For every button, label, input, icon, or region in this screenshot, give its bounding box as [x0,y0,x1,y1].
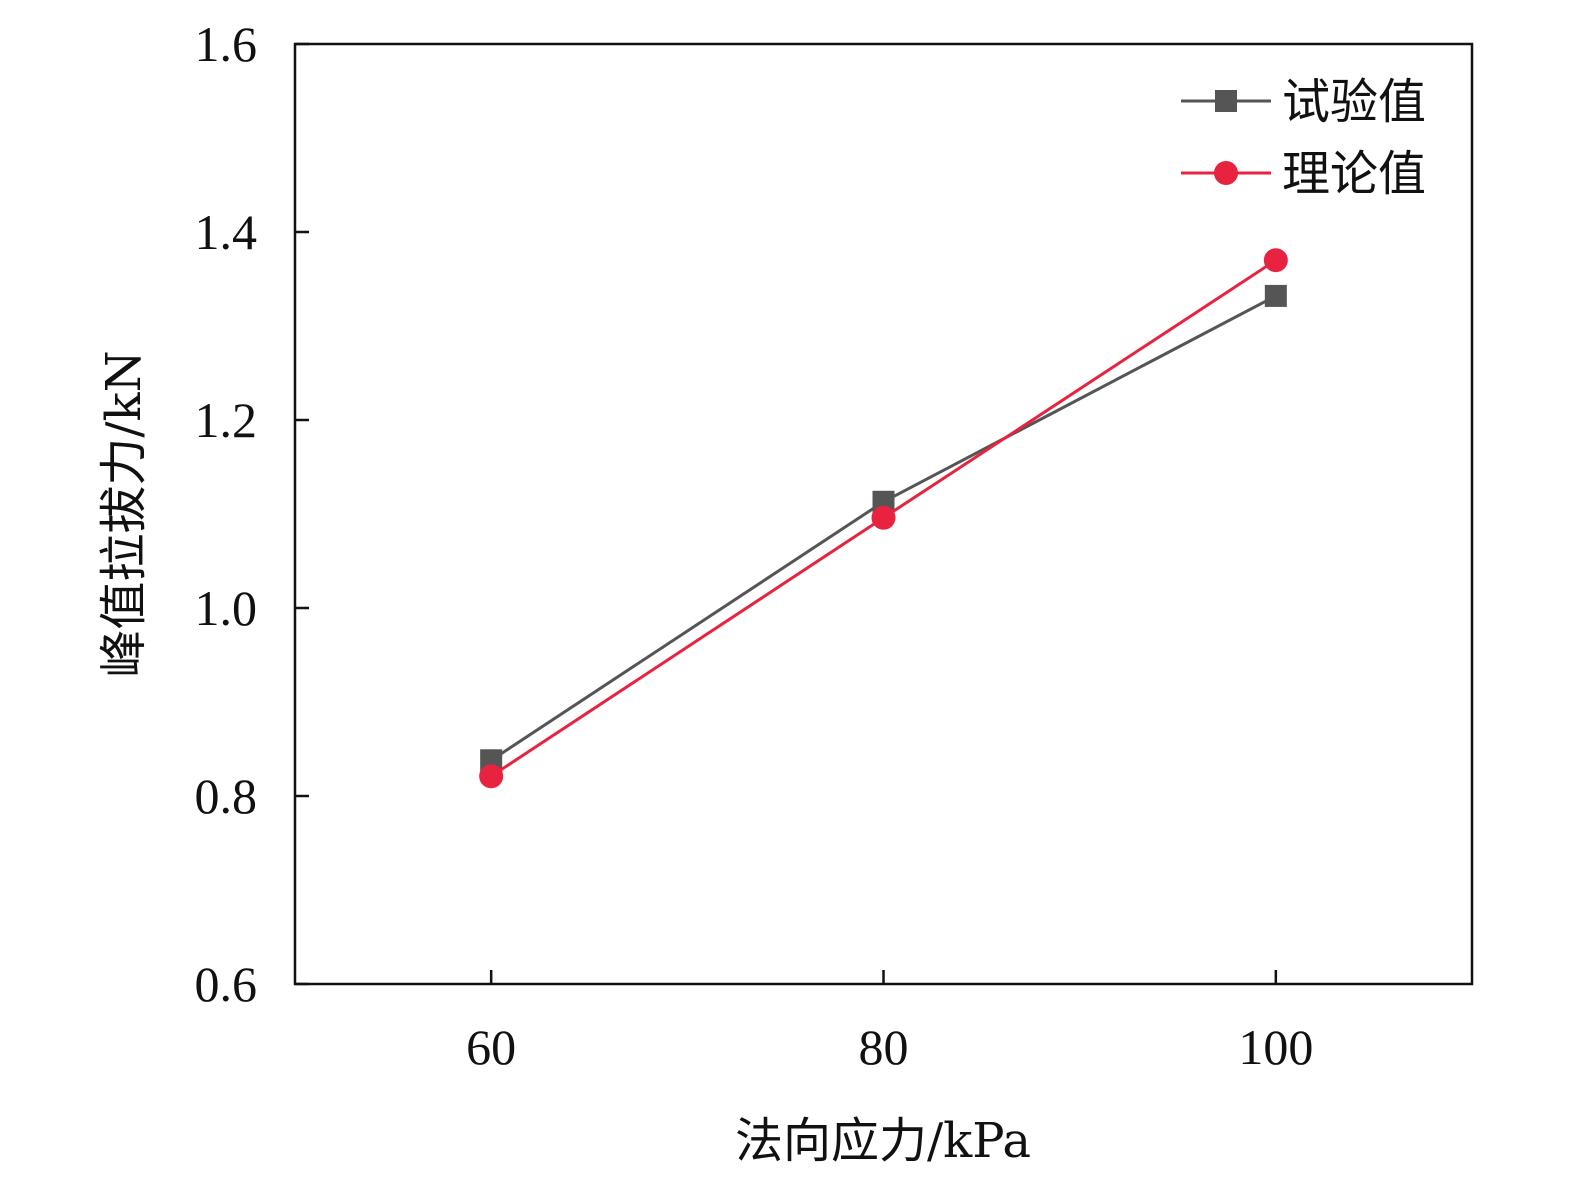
series-layer [479,248,1288,789]
x-tick-label: 80 [859,1019,909,1075]
data-point-circle [1263,248,1288,273]
x-axis: 60 80 100 [466,970,1313,1075]
legend-marker-square [1215,90,1237,112]
x-tick-label: 100 [1238,1019,1313,1075]
legend-label: 试验值 [1282,74,1426,130]
legend-label: 理论值 [1282,146,1426,202]
y-tick-label: 0.8 [195,768,258,824]
legend-item: 试验值 [1181,74,1426,130]
legend-item: 理论值 [1181,146,1426,202]
y-tick-label: 1.4 [195,204,258,260]
x-tick-label: 60 [466,1019,516,1075]
data-point-circle [871,505,896,530]
data-point-square [1264,284,1287,307]
x-axis-title: 法向应力/kPa [735,1113,1031,1169]
y-tick-label: 0.6 [195,956,258,1012]
y-axis: 0.6 0.8 1.0 1.2 1.4 1.6 [195,16,309,1012]
y-tick-label: 1.6 [195,16,258,72]
y-axis-title: 峰值拉拔力/kN [96,350,152,677]
y-tick-label: 1.2 [195,392,258,448]
series-2 [479,248,1288,789]
legend-marker-circle [1214,161,1238,185]
y-tick-label: 1.0 [195,580,258,636]
data-point-circle [479,764,504,789]
